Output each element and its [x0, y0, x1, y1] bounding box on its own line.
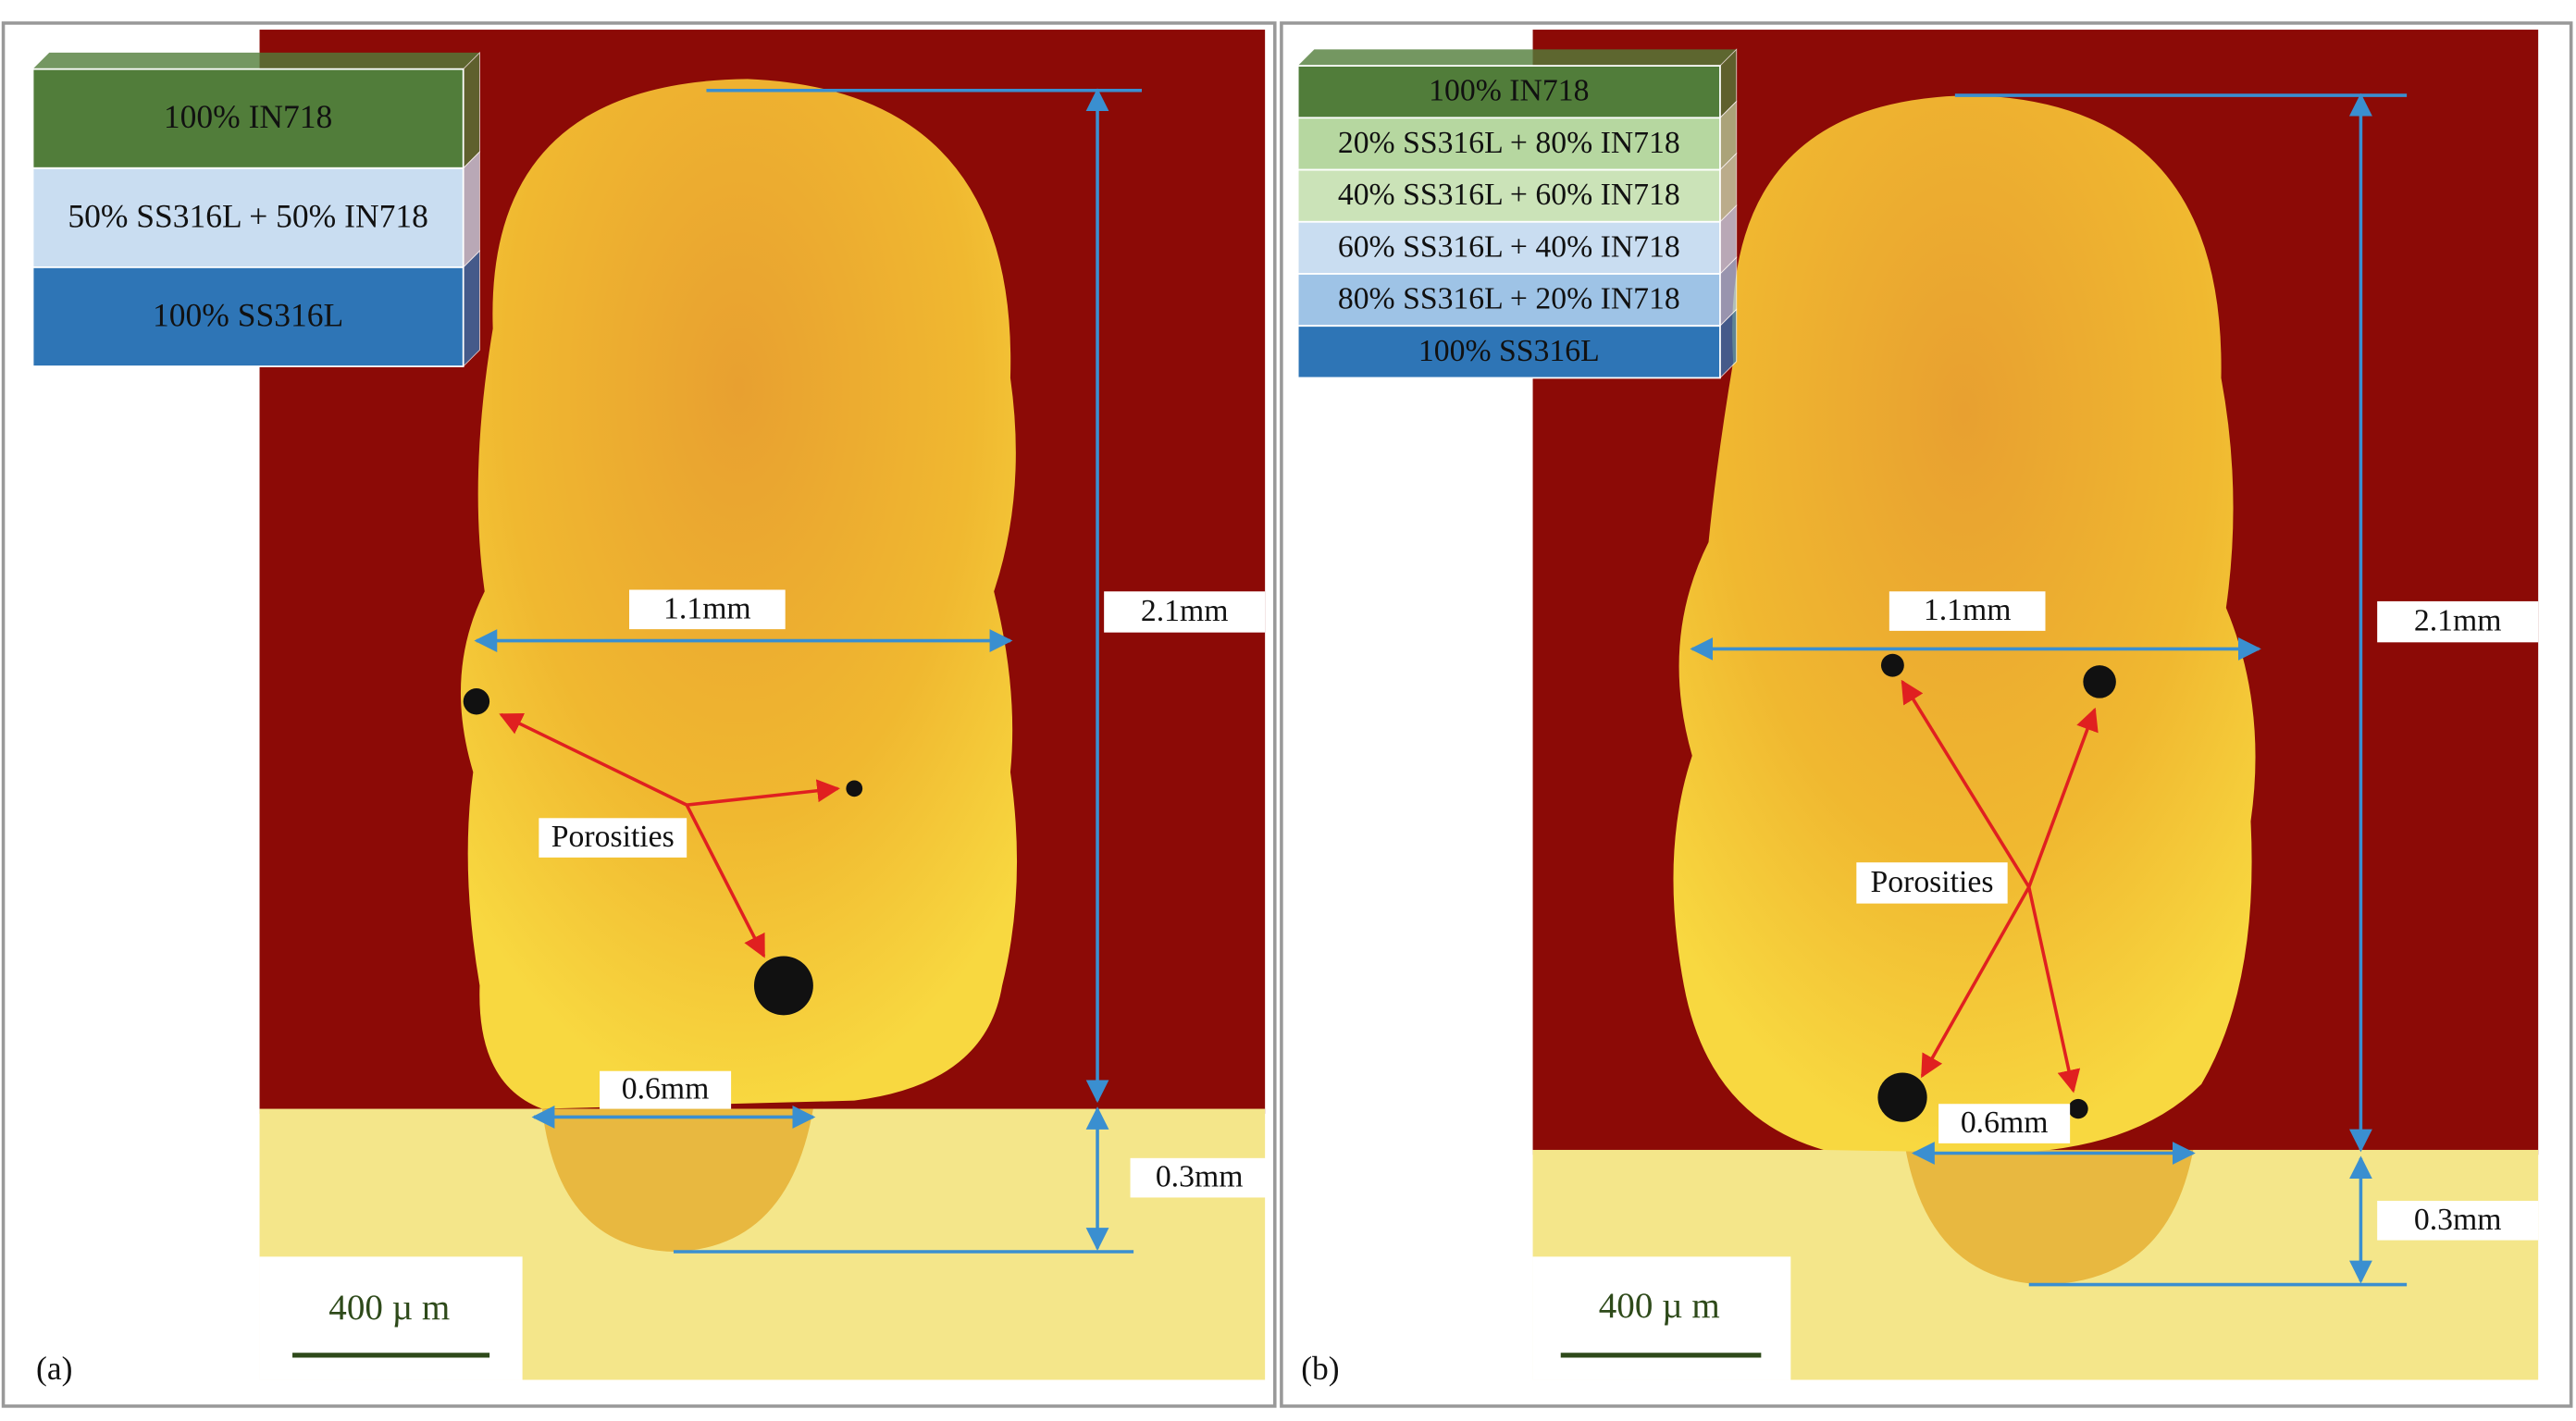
- scale-bar-label: 400 µ m: [328, 1288, 450, 1328]
- pore: [846, 780, 863, 797]
- dimension-label: 1.1mm: [663, 591, 751, 625]
- legend-layer-label: 100% IN718: [164, 98, 332, 135]
- legend-layer: [1296, 65, 1721, 119]
- dimension-label: 2.1mm: [2414, 604, 2502, 638]
- legend-side-face: [463, 250, 480, 368]
- dimension-label-box: [629, 589, 786, 630]
- porosity-arrow: [686, 779, 840, 807]
- annotation: Porosities: [551, 820, 675, 854]
- porosity-arrow: [1920, 885, 2031, 1079]
- porosity-arrow: [2027, 707, 2099, 888]
- panel-frame: [1280, 21, 2573, 1408]
- dimension-label-box: [2377, 1200, 2539, 1241]
- dimension-label-box: [600, 1070, 732, 1109]
- scale-bar-box: [1532, 1256, 1791, 1380]
- legend-top-face: [32, 52, 480, 69]
- legend-side-face: [463, 150, 480, 268]
- porosity-arrow: [499, 712, 687, 807]
- panel-label: (a): [36, 1350, 72, 1387]
- annotation: Porosities: [1870, 865, 1993, 899]
- pore: [2068, 1098, 2088, 1119]
- melt-pool: [1905, 1149, 2194, 1285]
- porosity-arrow: [1901, 679, 2031, 888]
- legend-layer-label: 20% SS316L + 80% IN718: [1338, 126, 1680, 160]
- dimension-label: 0.3mm: [2414, 1203, 2502, 1237]
- legend-top-face: [1297, 49, 1737, 67]
- dimension-label-box: [1104, 591, 1266, 633]
- legend-layer: [1296, 220, 1721, 275]
- pore: [1880, 653, 1904, 677]
- dimension-label-box: [1889, 591, 2046, 631]
- dimension-label: 1.1mm: [1924, 593, 2012, 627]
- legend-layer: [1296, 168, 1721, 223]
- dimension-label: 0.6mm: [1961, 1106, 2049, 1140]
- legend-layer-label: 80% SS316L + 20% IN718: [1338, 282, 1680, 316]
- annotation-box: [1856, 862, 2008, 904]
- dimension-label: 0.6mm: [622, 1072, 710, 1106]
- dimension-label-box: [2377, 600, 2539, 643]
- pore: [2083, 665, 2116, 698]
- panel-frame: [1, 21, 1277, 1408]
- legend-layer: [1296, 117, 1721, 171]
- pore: [1877, 1072, 1927, 1122]
- legend-layer-label: 60% SS316L + 40% IN718: [1338, 229, 1680, 264]
- annotation-box: [539, 818, 687, 858]
- legend-layer: [31, 266, 464, 367]
- legend-layer-label: 100% SS316L: [153, 296, 343, 333]
- legend-side-face: [463, 51, 480, 169]
- porosity-arrow: [685, 804, 766, 958]
- pore: [463, 688, 490, 715]
- legend-layer-label: 100% IN718: [1429, 74, 1589, 108]
- pore: [753, 956, 813, 1016]
- legend-layer-label: 50% SS316L + 50% IN718: [68, 197, 427, 234]
- panel-label: (b): [1301, 1350, 1339, 1387]
- legend-layer-label: 100% SS316L: [1418, 334, 1600, 368]
- scale-bar-box: [259, 1256, 523, 1380]
- dimension-label: 2.1mm: [1141, 594, 1229, 628]
- melt-pool: [541, 1108, 813, 1253]
- dimension-label: 0.3mm: [1156, 1160, 1244, 1194]
- porosity-arrow: [2027, 886, 2081, 1094]
- scale-bar-label: 400 µ m: [1599, 1286, 1720, 1326]
- legend-layer: [1296, 325, 1721, 379]
- dimension-label-box: [1938, 1104, 2071, 1143]
- legend-layer: [1296, 273, 1721, 327]
- legend-layer-label: 40% SS316L + 60% IN718: [1338, 178, 1680, 212]
- dimension-label-box: [1130, 1157, 1269, 1198]
